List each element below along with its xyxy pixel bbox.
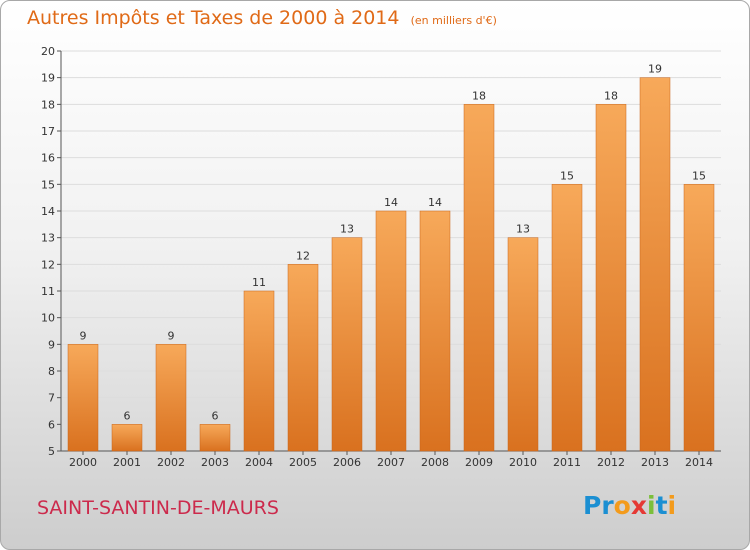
y-tick-label: 10 [41,312,55,325]
x-tick-label: 2002 [157,456,185,469]
bar-value-label: 14 [384,196,398,209]
x-tick-label: 2007 [377,456,405,469]
chart-title: Autres Impôts et Taxes de 2000 à 2014 [27,7,400,29]
bar-value-label: 11 [252,276,266,289]
bar-value-label: 18 [472,89,486,102]
bar [419,210,451,452]
y-tick-label: 5 [48,445,55,458]
y-tick-label: 17 [41,125,55,138]
bar-value-label: 18 [604,89,618,102]
bar [243,290,275,452]
bar [507,237,539,452]
x-tick-label: 2004 [245,456,273,469]
bar [595,104,627,452]
x-tick-label: 2010 [509,456,537,469]
bar-value-label: 19 [648,63,662,76]
logo-letter: i [647,491,656,520]
x-tick-label: 2013 [641,456,669,469]
bar [551,184,583,452]
bar [287,264,319,452]
bar-value-label: 15 [692,169,706,182]
bar [463,104,495,452]
y-tick-label: 12 [41,258,55,271]
bar-value-label: 9 [80,329,87,342]
y-tick-label: 20 [41,45,55,58]
bar [155,344,187,452]
bar [683,184,715,452]
y-tick-label: 14 [41,205,55,218]
bar-value-label: 6 [124,409,131,422]
logo-letter: i [667,491,677,520]
y-tick-label: 11 [41,285,55,298]
x-tick-label: 2008 [421,456,449,469]
bar-value-label: 9 [168,329,175,342]
chart-title-row: Autres Impôts et Taxes de 2000 à 2014 (e… [27,7,497,29]
y-tick-label: 18 [41,98,55,111]
x-tick-label: 2012 [597,456,625,469]
bar-layer [67,77,715,452]
bar [331,237,363,452]
x-tick-label: 2000 [69,456,97,469]
bar [375,210,407,452]
x-tick-label: 2011 [553,456,581,469]
x-tick-label: 2006 [333,456,361,469]
x-tick-label: 2009 [465,456,493,469]
bar [199,424,231,452]
y-tick-label: 19 [41,72,55,85]
chart-unit: (en milliers d'€) [410,14,497,27]
bar-value-label: 15 [560,169,574,182]
x-tick-label: 2001 [113,456,141,469]
y-tick-label: 6 [48,418,55,431]
y-tick-label: 8 [48,365,55,378]
label-layer: 9 2000 6 2001 9 2002 6 2003 11 2004 12 2005 13 2006 14… [69,63,713,469]
y-tick-label: 7 [48,392,55,405]
y-tick-label: 13 [41,232,55,245]
logo-letter: x [630,491,647,520]
bar [111,424,143,452]
axis-layer: 5 6 7 8 9 10 11 12 13 14 15 16 17 18 19 20 [41,45,721,458]
logo-letter: r [601,491,614,520]
bar [639,77,671,452]
commune-name: SAINT-SANTIN-DE-MAURS [37,497,279,519]
x-tick-label: 2014 [685,456,713,469]
logo-letter: P [583,491,602,520]
proxiti-logo[interactable]: Proxiti [583,491,676,520]
bar-value-label: 6 [212,409,219,422]
bar-value-label: 13 [340,223,354,236]
y-tick-label: 16 [41,152,55,165]
y-tick-label: 15 [41,178,55,191]
bar-value-label: 14 [428,196,442,209]
logo-letter: t [655,491,668,520]
x-tick-label: 2005 [289,456,317,469]
x-tick-label: 2003 [201,456,229,469]
bar [67,344,99,452]
bar-value-label: 12 [296,249,310,262]
logo-letter: o [613,491,631,520]
bar-value-label: 13 [516,223,530,236]
y-tick-label: 9 [48,338,55,351]
